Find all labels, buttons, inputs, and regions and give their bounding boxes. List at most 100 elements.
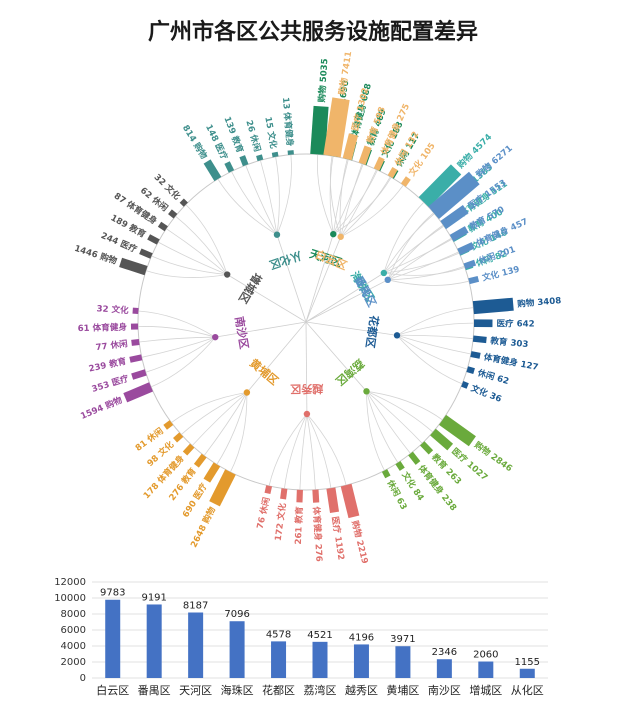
bar-group bbox=[239, 155, 249, 167]
spoke-line bbox=[305, 272, 385, 323]
link-curve bbox=[366, 390, 443, 421]
bar-value-label: 3971 bbox=[390, 634, 415, 645]
link-curve bbox=[138, 326, 216, 338]
district-label: 荔湾区 bbox=[333, 356, 368, 389]
link-curve bbox=[230, 392, 248, 473]
district-dot bbox=[273, 231, 281, 238]
bar-label-category: 购物 bbox=[99, 250, 119, 267]
link-curve bbox=[203, 392, 248, 456]
district-label: 黄埔区 bbox=[247, 356, 281, 388]
bar-label-value: 303 bbox=[510, 338, 529, 350]
link-curve bbox=[333, 176, 392, 235]
bar-label-value: 62 bbox=[138, 185, 154, 200]
bar-label-category: 文化 bbox=[405, 157, 426, 179]
bar-label-category: 文化 bbox=[399, 468, 419, 490]
bar-value-label: 9191 bbox=[141, 592, 166, 603]
bar-group bbox=[381, 469, 391, 479]
radial-bar bbox=[203, 462, 221, 483]
bar-label-category: 体育健身 bbox=[282, 112, 297, 148]
radial-bar bbox=[163, 420, 174, 430]
spoke-line bbox=[305, 234, 334, 323]
link-curve bbox=[329, 155, 342, 237]
link-curve bbox=[396, 334, 474, 340]
radial-bar bbox=[129, 354, 143, 363]
bar-group bbox=[271, 151, 279, 158]
bar-group bbox=[131, 339, 140, 346]
spoke-line bbox=[305, 321, 367, 392]
radial-bar bbox=[182, 443, 195, 456]
bar-label-category: 医疗 bbox=[213, 141, 232, 162]
radial-bar bbox=[130, 323, 139, 330]
link-curve bbox=[216, 392, 248, 465]
bar-group bbox=[139, 248, 153, 259]
bar-label-value: 2846 bbox=[489, 452, 514, 474]
bar-label-value: 127 bbox=[520, 359, 540, 372]
bar-group bbox=[310, 105, 329, 155]
bar-label-value: 690 bbox=[181, 499, 199, 520]
bar-label-value: 178 bbox=[142, 481, 162, 501]
district-label: 越秀区 bbox=[290, 382, 324, 396]
x-tick-label: 增城区 bbox=[469, 683, 502, 697]
bar-group bbox=[466, 366, 475, 375]
bar-label-value: 276 bbox=[313, 544, 324, 562]
radial-bar bbox=[387, 166, 398, 179]
bar-group bbox=[129, 354, 143, 363]
radial-bar bbox=[312, 489, 320, 503]
link-curve bbox=[387, 212, 434, 280]
radial-bar bbox=[131, 369, 147, 380]
bar-label-category: 医疗 bbox=[119, 237, 140, 255]
link-curve bbox=[158, 241, 228, 275]
bar-label-category: 购物 bbox=[315, 84, 328, 102]
bar-group bbox=[287, 150, 294, 155]
bar-value-label: 2346 bbox=[432, 647, 457, 658]
bar-label-category: 体育健身 bbox=[311, 506, 325, 541]
link-curve bbox=[145, 336, 216, 373]
link-curve bbox=[366, 391, 385, 471]
bar-value-label: 2060 bbox=[473, 650, 498, 661]
bar-label: 医疗1302 bbox=[348, 86, 370, 132]
bar-label-value: 61 bbox=[78, 323, 90, 333]
district-dot bbox=[363, 388, 370, 395]
radial-bar bbox=[264, 485, 273, 495]
spoke-line bbox=[276, 234, 307, 323]
bar-group bbox=[395, 460, 405, 471]
link-curve bbox=[138, 310, 216, 338]
bar-label-value: 15 bbox=[263, 116, 275, 130]
y-tick-label: 2000 bbox=[61, 657, 86, 668]
bar-group bbox=[130, 323, 139, 330]
bar-label-value: 77 bbox=[95, 341, 108, 352]
radial-bar bbox=[256, 154, 264, 162]
bar-group bbox=[203, 462, 221, 483]
radial-bar bbox=[296, 489, 303, 503]
bar-label-value: 1192 bbox=[333, 536, 346, 561]
bar-label: 购物2219 bbox=[350, 519, 372, 565]
district-dot bbox=[337, 233, 344, 240]
bar-label-value: 238 bbox=[439, 493, 458, 513]
link-curve bbox=[191, 392, 248, 446]
bar-value-label: 4521 bbox=[307, 630, 332, 641]
bar-group bbox=[132, 307, 139, 314]
radial-bar bbox=[147, 234, 160, 245]
link-curve bbox=[340, 169, 377, 238]
link-curve bbox=[383, 213, 435, 274]
bar-group bbox=[193, 453, 207, 468]
radial-bar bbox=[342, 133, 359, 161]
bar-group bbox=[439, 414, 476, 447]
link-curve bbox=[387, 251, 459, 281]
bar-group bbox=[209, 469, 236, 507]
bar-label-value: 87 bbox=[112, 191, 128, 206]
bar-group bbox=[373, 156, 385, 171]
radial-bar bbox=[310, 105, 329, 155]
x-tick-label: 南沙区 bbox=[428, 684, 461, 697]
link-curve bbox=[329, 156, 334, 235]
radial-bar bbox=[173, 432, 184, 443]
bar-label-category: 休闲 bbox=[149, 193, 171, 214]
bar-label: 医疗 642 bbox=[496, 317, 534, 329]
bar-label-category: 购物 bbox=[199, 504, 218, 525]
link-curve bbox=[306, 413, 347, 486]
bar bbox=[478, 661, 494, 678]
radial-bar bbox=[287, 150, 294, 155]
bar-label: 77 休闲 bbox=[95, 337, 129, 353]
radial-bar bbox=[420, 441, 434, 455]
bar-label-value: 239 bbox=[88, 361, 108, 375]
